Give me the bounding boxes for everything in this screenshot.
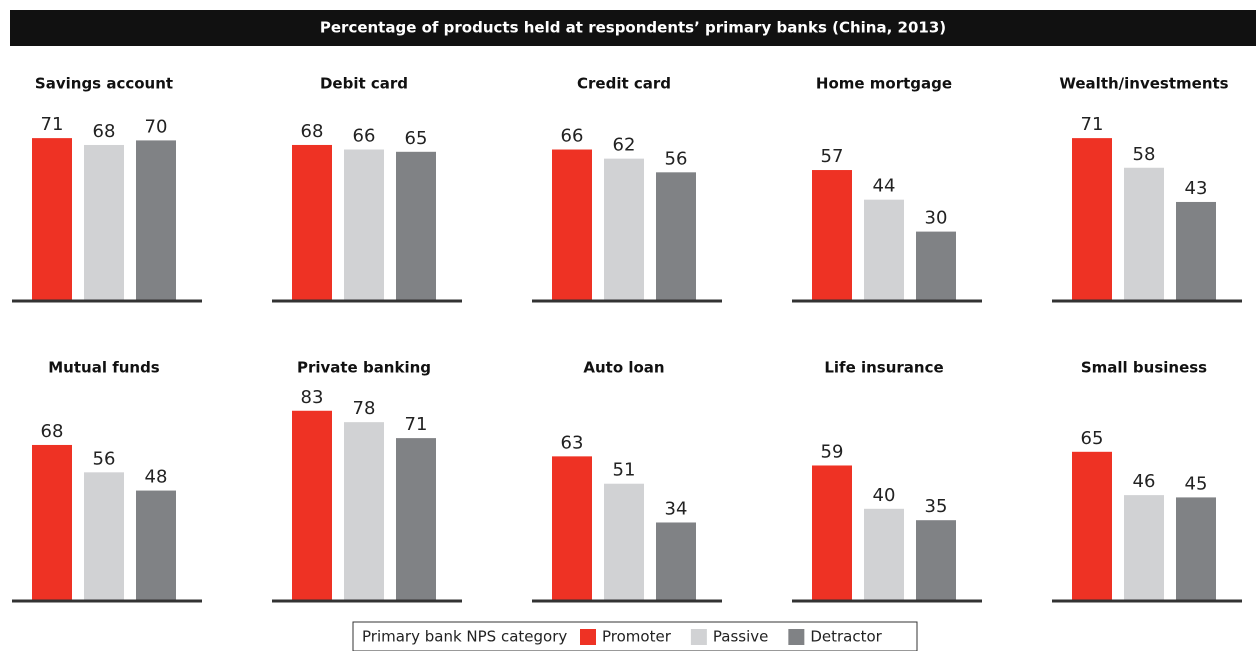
legend-label: Passive xyxy=(713,628,768,646)
value-label: 43 xyxy=(1185,178,1208,199)
value-label: 68 xyxy=(41,421,64,442)
bar xyxy=(136,490,176,600)
title-bar xyxy=(10,10,1256,46)
legend-title: Primary bank NPS category xyxy=(362,628,567,646)
bar xyxy=(812,465,852,600)
value-label: 70 xyxy=(145,116,168,137)
value-label: 65 xyxy=(405,128,428,149)
value-label: 34 xyxy=(665,498,688,519)
bar xyxy=(32,444,72,600)
panel-title: Home mortgage xyxy=(816,75,952,93)
value-label: 57 xyxy=(821,146,844,167)
value-label: 45 xyxy=(1185,473,1208,494)
bar xyxy=(136,140,176,300)
value-label: 44 xyxy=(873,176,896,197)
bar xyxy=(864,508,904,600)
panel-title: Credit card xyxy=(577,75,671,93)
bar xyxy=(656,172,696,300)
panel-title: Private banking xyxy=(297,359,431,377)
value-label: 40 xyxy=(873,485,896,506)
legend-swatch xyxy=(788,629,805,645)
bar xyxy=(84,144,124,300)
bar xyxy=(1124,495,1164,600)
bar xyxy=(1124,167,1164,300)
bar xyxy=(396,438,436,600)
panel-title: Wealth/investments xyxy=(1059,75,1228,93)
value-label: 65 xyxy=(1081,428,1104,449)
panel-title: Life insurance xyxy=(824,359,943,377)
legend-box xyxy=(352,621,918,651)
bar xyxy=(1072,451,1112,600)
bar xyxy=(656,522,696,600)
value-label: 51 xyxy=(613,460,636,481)
value-label: 56 xyxy=(665,148,688,169)
value-label: 78 xyxy=(353,398,376,419)
value-label: 63 xyxy=(561,432,584,453)
chart-title: Percentage of products held at responden… xyxy=(320,19,946,37)
value-label: 46 xyxy=(1133,471,1156,492)
bar xyxy=(1176,201,1216,300)
value-label: 71 xyxy=(1081,114,1104,135)
bar xyxy=(292,410,332,600)
value-label: 48 xyxy=(145,467,168,488)
value-label: 71 xyxy=(405,414,428,435)
panel-title: Debit card xyxy=(320,75,408,93)
bar xyxy=(604,158,644,300)
panel-title: Mutual funds xyxy=(48,359,160,377)
bar xyxy=(916,520,956,600)
legend-swatch xyxy=(690,629,707,645)
value-label: 66 xyxy=(353,126,376,147)
value-label: 68 xyxy=(93,121,116,142)
value-label: 58 xyxy=(1133,144,1156,165)
panel-title: Small business xyxy=(1081,359,1207,377)
value-label: 59 xyxy=(821,441,844,462)
legend-label: Detractor xyxy=(810,628,882,646)
value-label: 56 xyxy=(93,448,116,469)
bar xyxy=(604,483,644,600)
bar xyxy=(344,149,384,300)
bar xyxy=(812,170,852,300)
bar xyxy=(32,138,72,300)
legend-label: Promoter xyxy=(602,628,672,646)
bar xyxy=(344,422,384,600)
bar xyxy=(552,456,592,600)
bar xyxy=(864,199,904,300)
value-label: 35 xyxy=(925,496,948,517)
value-label: 83 xyxy=(301,387,324,408)
bar xyxy=(396,151,436,300)
value-label: 71 xyxy=(41,114,64,135)
panel-title: Savings account xyxy=(35,75,173,93)
value-label: 68 xyxy=(301,121,324,142)
bar xyxy=(916,231,956,300)
value-label: 66 xyxy=(561,126,584,147)
bar xyxy=(1176,497,1216,600)
legend-swatch xyxy=(580,629,596,645)
value-label: 62 xyxy=(613,135,636,156)
value-label: 30 xyxy=(925,208,948,229)
bar xyxy=(292,144,332,300)
bar xyxy=(552,149,592,300)
panel-title: Auto loan xyxy=(583,359,664,377)
bar xyxy=(84,472,124,600)
bar xyxy=(1072,138,1112,300)
